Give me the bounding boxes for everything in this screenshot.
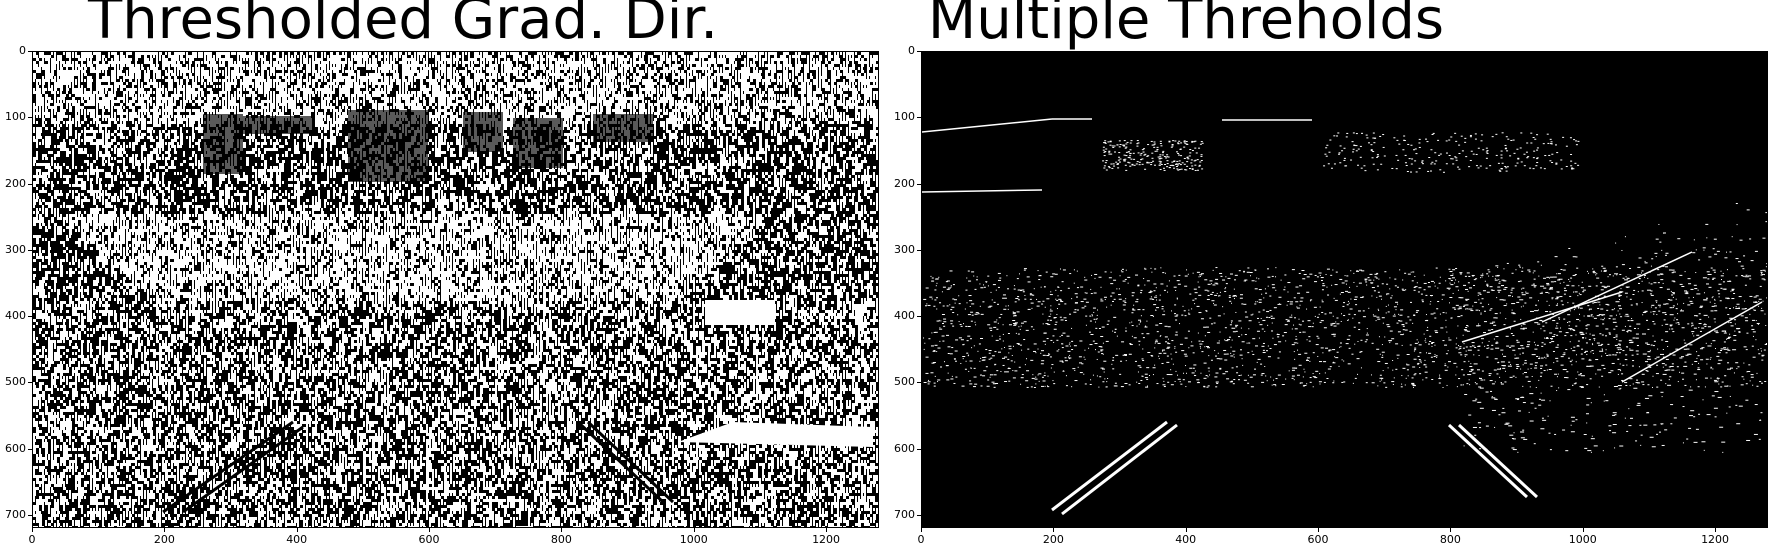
- image-background: [922, 52, 1767, 527]
- dark-structure: [348, 110, 428, 182]
- lane-line: [1447, 423, 1529, 499]
- y-tick-label: 400: [894, 310, 915, 321]
- noise-pixels: [33, 52, 878, 527]
- x-tick-mark: [693, 528, 695, 532]
- dark-structure: [593, 114, 653, 142]
- left-panel-title: Thresholded Grad. Dir.: [88, 0, 718, 48]
- y-tick-label: 100: [5, 111, 26, 122]
- y-tick-mark: [28, 382, 32, 384]
- y-tick-mark: [28, 448, 32, 450]
- y-tick-mark: [917, 117, 921, 119]
- y-tick-mark: [917, 51, 921, 52]
- lane-line: [182, 425, 304, 514]
- x-tick-label: 200: [1043, 534, 1064, 545]
- x-tick-mark: [164, 528, 166, 532]
- y-tick-mark: [917, 316, 921, 317]
- x-tick-mark: [1318, 528, 1320, 532]
- y-tick-mark: [28, 183, 32, 185]
- x-tick-label: 800: [1440, 534, 1461, 545]
- y-tick-mark: [28, 117, 32, 119]
- y-tick-mark: [28, 51, 32, 52]
- x-tick-label: 600: [1308, 534, 1329, 545]
- road-edge: [1621, 301, 1763, 383]
- dark-structure: [463, 112, 503, 152]
- x-tick-mark: [296, 528, 298, 532]
- y-tick-mark: [917, 249, 921, 251]
- y-tick-label: 500: [5, 376, 26, 387]
- dark-structure: [203, 114, 243, 174]
- x-tick-label: 0: [918, 534, 925, 545]
- x-tick-label: 1200: [1701, 534, 1729, 545]
- lane-line: [576, 420, 665, 504]
- y-tick-label: 700: [5, 509, 26, 520]
- left-binary-image: [33, 52, 878, 527]
- y-tick-mark: [917, 448, 921, 450]
- lane-line: [1061, 423, 1178, 516]
- x-tick-label: 400: [1175, 534, 1196, 545]
- x-tick-label: 600: [419, 534, 440, 545]
- y-tick-label: 200: [894, 178, 915, 189]
- y-tick-mark: [28, 249, 32, 251]
- left-image-axes: [32, 51, 879, 528]
- y-tick-mark: [917, 183, 921, 185]
- y-tick-label: 0: [19, 45, 26, 56]
- edge-pixels: [923, 132, 1767, 453]
- right-binary-image: [922, 52, 1767, 527]
- y-tick-mark: [917, 514, 921, 516]
- lane-line: [1051, 420, 1168, 512]
- y-tick-label: 300: [5, 244, 26, 255]
- x-tick-label: 200: [154, 534, 175, 545]
- x-tick-mark: [1450, 528, 1452, 532]
- y-tick-label: 500: [894, 376, 915, 387]
- y-tick-mark: [28, 514, 32, 516]
- x-tick-mark: [826, 528, 828, 532]
- y-tick-label: 0: [908, 45, 915, 56]
- x-tick-label: 0: [29, 534, 36, 545]
- horizon-edge: [922, 118, 1053, 133]
- x-tick-mark: [1582, 528, 1584, 532]
- right-image-axes: [921, 51, 1768, 528]
- horizon-edge: [922, 189, 1043, 193]
- x-tick-label: 1200: [812, 534, 840, 545]
- x-tick-mark: [429, 528, 431, 532]
- y-tick-label: 600: [894, 443, 915, 454]
- dark-structure: [243, 116, 313, 134]
- car-roof-highlight: [705, 300, 775, 325]
- y-tick-mark: [917, 382, 921, 384]
- x-tick-label: 1000: [680, 534, 708, 545]
- x-tick-mark: [32, 528, 33, 532]
- right-panel-title: Multiple Threholds: [928, 0, 1444, 48]
- car-shadow-highlight: [678, 422, 873, 447]
- x-tick-mark: [1053, 528, 1055, 532]
- y-tick-label: 700: [894, 509, 915, 520]
- y-tick-mark: [28, 316, 32, 317]
- x-tick-label: 400: [286, 534, 307, 545]
- y-tick-label: 300: [894, 244, 915, 255]
- x-tick-mark: [561, 528, 563, 532]
- y-tick-label: 600: [5, 443, 26, 454]
- lane-line: [1457, 423, 1539, 499]
- y-tick-label: 400: [5, 310, 26, 321]
- road-edge: [1541, 251, 1693, 323]
- x-tick-label: 800: [551, 534, 572, 545]
- x-tick-mark: [921, 528, 922, 532]
- lane-line: [162, 420, 294, 514]
- y-tick-label: 100: [894, 111, 915, 122]
- dark-structure: [513, 118, 563, 168]
- x-tick-mark: [1715, 528, 1717, 532]
- lane-line: [586, 420, 675, 504]
- y-tick-label: 200: [5, 178, 26, 189]
- x-tick-mark: [1185, 528, 1187, 532]
- x-tick-label: 1000: [1569, 534, 1597, 545]
- road-edge: [1461, 291, 1623, 343]
